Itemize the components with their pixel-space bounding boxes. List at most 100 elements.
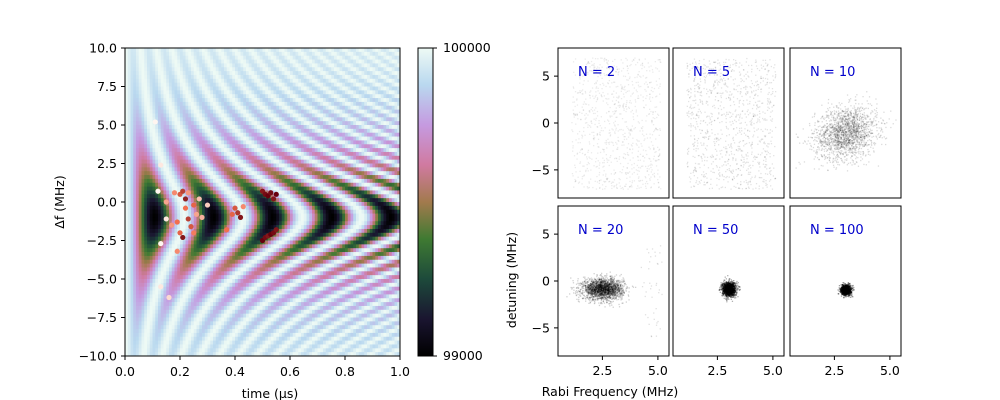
heatmap-cell	[127, 125, 131, 130]
heatmap-cell	[144, 71, 148, 76]
heatmap-cell	[226, 178, 230, 184]
heatmap-cell	[174, 348, 178, 353]
heatmap-cell	[163, 267, 167, 272]
heatmap-cell	[204, 252, 208, 257]
heatmap-cell	[171, 159, 175, 164]
heatmap-cell	[257, 136, 261, 141]
heatmap-cell	[265, 182, 269, 187]
heatmap-cell	[248, 63, 252, 68]
heatmap-cell	[218, 159, 222, 164]
heatmap-cell	[287, 186, 291, 191]
heatmap-cell	[259, 132, 263, 137]
heatmap-cell	[213, 144, 217, 149]
heatmap-cell	[248, 348, 252, 353]
heatmap-cell	[281, 282, 285, 288]
heatmap-cell	[177, 275, 181, 280]
heatmap-cell	[196, 178, 200, 184]
heatmap-cell	[191, 155, 195, 161]
heatmap-cell	[210, 144, 214, 149]
heatmap-cell	[127, 240, 131, 245]
heatmap-cell	[281, 163, 285, 168]
heatmap-cell	[235, 163, 239, 168]
heatmap-cell	[292, 279, 296, 284]
heatmap-cell	[158, 136, 162, 141]
heatmap-cell	[226, 340, 230, 345]
heatmap-cell	[287, 271, 291, 276]
heatmap-cell	[262, 67, 266, 72]
heatmap-cell	[204, 336, 208, 341]
heatmap-cell	[125, 101, 129, 107]
heatmap-cell	[152, 336, 156, 341]
heatmap-cell	[133, 255, 137, 261]
heatmap-cell	[141, 279, 145, 284]
heatmap-cell	[136, 271, 140, 276]
heatmap-cell	[240, 225, 244, 230]
heatmap-cell	[171, 244, 175, 249]
heatmap-cell	[171, 67, 175, 72]
heatmap-cell	[279, 59, 283, 64]
heatmap-cell	[199, 263, 203, 268]
heatmap-cell	[248, 90, 252, 95]
heatmap-cell	[196, 101, 200, 107]
heatmap-cell	[224, 186, 228, 191]
heatmap-cell	[254, 240, 258, 245]
heatmap-cell	[232, 155, 236, 161]
heatmap-cell	[204, 217, 208, 222]
heatmap-cell	[276, 194, 280, 199]
heatmap-cell	[193, 209, 197, 214]
heatmap-cell	[276, 248, 280, 253]
heatmap-cell	[243, 267, 247, 272]
heatmap-cell	[284, 148, 288, 153]
heatmap-cell	[226, 279, 230, 284]
heatmap-cell	[290, 125, 294, 130]
heatmap-cell	[213, 263, 217, 268]
heatmap-cell	[221, 159, 225, 164]
heatmap-cell	[240, 298, 244, 303]
heatmap-cell	[155, 263, 159, 268]
heatmap-cell	[158, 140, 162, 145]
heatmap-cell	[251, 55, 255, 60]
heatmap-cell	[191, 190, 195, 195]
heatmap-cell	[210, 186, 214, 191]
heatmap-cell	[218, 121, 222, 126]
heatmap-cell	[279, 240, 283, 245]
heatmap-cell	[237, 148, 241, 153]
heatmap-cell	[136, 290, 140, 295]
heatmap-cell	[213, 151, 217, 157]
heatmap-cell	[171, 213, 175, 218]
heatmap-cell	[191, 178, 195, 184]
heatmap-cell	[130, 117, 134, 122]
heatmap-cell	[213, 94, 217, 99]
heatmap-cell	[138, 279, 142, 284]
heatmap-cell	[248, 309, 252, 315]
heatmap-cell	[281, 63, 285, 68]
heatmap-cell	[262, 232, 266, 238]
heatmap-cell	[270, 113, 274, 118]
heatmap-cell	[158, 275, 162, 280]
heatmap-cell	[207, 271, 211, 276]
heatmap-cell	[174, 94, 178, 99]
heatmap-cell	[160, 113, 164, 118]
heatmap-cell	[125, 82, 129, 87]
heatmap-cell	[265, 325, 269, 330]
heatmap-cell	[257, 117, 261, 122]
heatmap-cell	[248, 228, 252, 234]
heatmap-cell	[155, 178, 159, 184]
heatmap-cell	[287, 313, 291, 318]
heatmap-cell	[279, 148, 283, 153]
heatmap-cell	[232, 167, 236, 172]
heatmap-cell	[182, 178, 186, 184]
heatmap-cell	[125, 244, 129, 249]
heatmap-cell	[188, 336, 192, 341]
heatmap-cell	[229, 352, 233, 357]
heatmap-cell	[243, 252, 247, 257]
heatmap-cell	[125, 117, 129, 122]
heatmap-cell	[257, 175, 261, 180]
heatmap-cell	[182, 163, 186, 168]
heatmap-cell	[287, 340, 291, 345]
heatmap-cell	[235, 255, 239, 261]
heatmap-cell	[182, 159, 186, 164]
heatmap-cell	[292, 329, 296, 334]
heatmap-cell	[147, 267, 151, 272]
heatmap-cell	[147, 221, 151, 226]
